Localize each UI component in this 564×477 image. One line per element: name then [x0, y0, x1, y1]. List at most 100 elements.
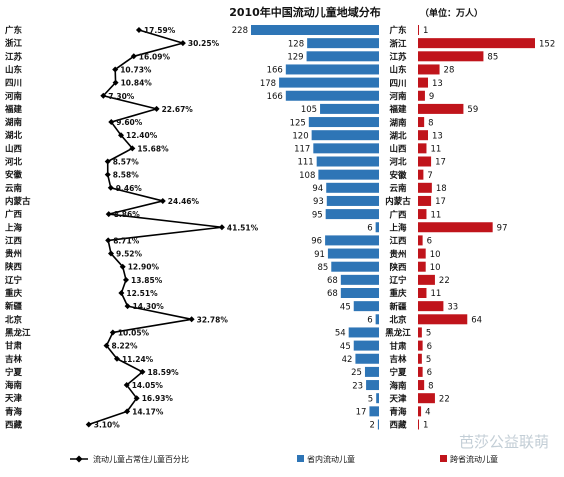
percent-label: 14.30%: [133, 302, 165, 311]
right-bar-value: 85: [487, 53, 498, 63]
left-bar-value: 120: [292, 131, 308, 141]
left-province-label: 甘肃: [5, 341, 23, 352]
percent-label: 24.46%: [168, 197, 200, 206]
percent-point: [118, 290, 125, 296]
left-province-label: 新疆: [5, 301, 23, 312]
left-bar-value: 42: [342, 355, 353, 365]
right-bar: [418, 38, 535, 49]
percent-point: [130, 53, 137, 60]
bar-province-label: 宁夏: [389, 367, 407, 378]
right-bar-value: 11: [430, 289, 441, 299]
left-bar-value: 117: [294, 145, 310, 155]
right-bar-value: 8: [428, 381, 433, 391]
right-bar-value: 5: [426, 329, 431, 339]
left-bar: [353, 340, 379, 351]
legend-left-bar-label: 省内流动儿童: [307, 454, 355, 464]
percent-point: [218, 224, 225, 231]
left-bar: [279, 77, 379, 88]
bar-province-label: 重庆: [389, 288, 407, 299]
percent-label: 16.93%: [142, 394, 174, 403]
percent-point: [100, 92, 107, 99]
chart-unit: （单位：万人）: [420, 7, 483, 19]
percent-label: 9.60%: [116, 118, 143, 127]
left-bar-value: 85: [317, 263, 328, 273]
right-bar: [418, 366, 423, 377]
percent-label: 8.57%: [113, 158, 140, 167]
bar-province-label: 湖南: [389, 117, 407, 128]
right-bar-value: 17: [435, 158, 446, 168]
left-bar: [306, 51, 379, 62]
left-province-label: 贵州: [5, 249, 22, 260]
right-bar-value: 8: [428, 118, 433, 128]
left-bar: [313, 143, 379, 154]
percent-label: 16.09%: [139, 52, 171, 61]
right-bar-value: 1: [423, 26, 428, 36]
bar-province-label: 天津: [389, 393, 407, 404]
left-bar: [355, 353, 379, 364]
percent-label: 9.52%: [116, 250, 143, 259]
right-bar-value: 9: [429, 92, 434, 102]
left-bar-value: 68: [327, 276, 338, 286]
left-bar: [331, 261, 379, 272]
bar-province-label: 陕西: [389, 262, 407, 273]
left-bar-value: 17: [356, 408, 367, 418]
left-bar-value: 25: [351, 368, 362, 378]
right-bar: [418, 77, 429, 88]
percent-point: [117, 132, 124, 139]
right-bar: [418, 130, 429, 141]
right-bar: [418, 314, 468, 325]
right-bar: [418, 90, 425, 101]
bar-province-label: 西藏: [389, 420, 407, 431]
left-bar: [285, 90, 379, 101]
right-bar: [418, 340, 423, 351]
bar-province-label: 河北: [389, 157, 407, 168]
left-bar-value: 2: [369, 421, 374, 431]
percent-point: [109, 329, 116, 336]
left-province-labels: 广东浙江江苏山东四川河南福建湖南湖北山西河北安徽云南内蒙古广西上海江西贵州陕西辽…: [4, 25, 31, 431]
left-province-label: 西藏: [5, 420, 23, 431]
left-bar: [326, 182, 379, 193]
percent-label: 8.86%: [114, 210, 141, 219]
bar-province-label: 吉林: [389, 354, 407, 365]
percent-point: [104, 158, 111, 165]
left-province-label: 辽宁: [5, 275, 23, 286]
left-province-label: 北京: [5, 314, 23, 325]
percent-label: 14.05%: [132, 381, 164, 390]
left-province-label: 内蒙古: [5, 196, 31, 207]
right-bar: [418, 103, 464, 114]
left-bar: [251, 25, 379, 35]
right-bar: [418, 222, 493, 233]
percent-label: 8.71%: [113, 236, 140, 245]
left-province-label: 山东: [5, 64, 23, 75]
left-province-label: 湖北: [5, 130, 23, 141]
percent-label: 12.40%: [126, 131, 158, 140]
right-bar-value: 22: [439, 276, 450, 286]
left-province-label: 宁夏: [5, 367, 23, 378]
right-bar: [418, 156, 432, 167]
left-bar: [376, 393, 379, 404]
left-province-label: 浙江: [5, 38, 23, 49]
left-province-label: 安徽: [5, 170, 23, 181]
bar-province-label: 浙江: [389, 38, 407, 49]
left-province-label: 重庆: [5, 288, 23, 299]
right-bar-value: 7: [427, 171, 432, 181]
percent-point: [159, 197, 166, 204]
legend-right-bar-swatch: [440, 455, 447, 462]
right-bar-value: 33: [447, 302, 458, 312]
legend-line-marker: [75, 455, 83, 463]
percent-point: [133, 395, 140, 402]
bar-province-label: 江西: [389, 236, 407, 247]
left-bar-value: 166: [267, 92, 283, 102]
right-bar-value: 10: [430, 250, 441, 260]
percent-label: 8.22%: [111, 342, 138, 351]
left-bar-value: 45: [340, 302, 351, 312]
right-bar-value: 10: [430, 263, 441, 273]
percent-label: 3.10%: [94, 421, 121, 430]
left-province-label: 湖南: [5, 117, 23, 128]
left-bar-value: 96: [311, 237, 322, 247]
left-bar: [377, 419, 379, 430]
right-bar: [418, 406, 422, 417]
right-bar: [418, 25, 419, 35]
